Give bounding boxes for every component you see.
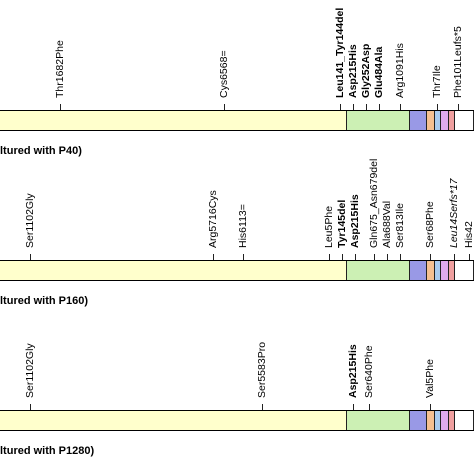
mutation-label: Ser813Ile [394,203,406,248]
genome-segment [455,261,474,280]
mutation-tick [369,404,370,410]
panel-1: Thr1682Phe Cys6568= Leu141_Tyr144del Asp215… [0,0,474,157]
mutation-tick [469,254,470,260]
genome-segment [455,411,474,430]
mutation-tick [329,254,330,260]
mutation-label: Asp215His [347,344,359,398]
mutation-label: Thr1682Phe [54,40,66,98]
mutation-label: Phe101Leufs*5 [452,26,464,98]
mutation-label: Ser640Phe [363,345,375,398]
mutation-tick [224,104,225,110]
genome-segment [449,261,455,280]
mutation-tick [458,104,459,110]
mutation-label: Asp215His [349,194,361,248]
genome-segment [0,411,347,430]
genome-segment [441,411,449,430]
genome-segment [455,111,474,130]
mutation-label: Ser1102Gly [24,343,36,398]
mutation-tick [342,254,343,260]
mutation-tick [355,254,356,260]
genome-segment [427,261,435,280]
panel-caption: ltured with P40) [0,145,82,157]
mutation-tick [353,404,354,410]
mutation-tick [400,254,401,260]
panel-3: Ser1102Gly Ser5583Pro Asp215His Ser640Phe Va… [0,300,474,457]
genome-segment [427,411,435,430]
genome-segment [0,261,347,280]
mutation-label: Arg5716Cys [207,190,219,248]
mutation-label: Arg1091His [394,43,406,98]
genome-segment [410,111,427,130]
genome-segment [441,261,449,280]
mutation-label: Ser1102Gly [24,193,36,248]
genome-bar [0,410,474,431]
mutation-tick [60,104,61,110]
mutation-tick [437,104,438,110]
genome-segment [435,411,441,430]
mutation-label: Val5Phe [424,359,436,398]
panel-caption: ltured with P160) [0,295,89,307]
mutation-label: Leu141_Tyr144del [334,7,346,98]
genome-segment [347,111,410,130]
mutation-label: Ala688Val [381,200,393,248]
mutation-tick [387,254,388,260]
mutation-tick [213,254,214,260]
genome-segment [410,411,427,430]
panel-caption: ltured with P1280) [0,445,95,457]
mutation-tick [353,104,354,110]
genome-segment [435,111,441,130]
mutation-label: Gly252Asp [360,43,372,98]
mutation-label: Glu484Ala [373,46,385,98]
genome-segment [441,111,449,130]
mutation-tick [430,254,431,260]
mutation-tick [30,404,31,410]
genome-segment [427,111,435,130]
mutation-tick [454,254,455,260]
mutation-label: Cys6568= [218,50,230,98]
mutation-label: Leu5Phe [323,205,335,248]
genome-segment [347,411,410,430]
mutation-label: Leu14Serfs*17 [448,178,460,248]
genome-segment [0,111,347,130]
mutation-label: Thr7Ile [431,65,443,98]
mutation-label: His6113= [237,204,249,248]
mutation-tick [243,254,244,260]
mutation-label: Ser5583Pro [256,341,268,398]
genome-bar [0,110,474,131]
mutation-tick [430,404,431,410]
mutation-label: Tyr145del [336,199,348,248]
genome-segment [347,261,410,280]
genome-bar [0,260,474,281]
mutation-tick [30,254,31,260]
genome-segment [435,261,441,280]
mutation-tick [262,404,263,410]
mutation-tick [379,104,380,110]
genome-segment [449,411,455,430]
mutation-label: His42 [463,221,474,248]
mutation-label: Ser68Phe [424,201,436,248]
mutation-label: Asp215His [347,44,359,98]
panel-2: Ser1102Gly Arg5716Cys His6113= Leu5Phe Tyr14… [0,150,474,307]
mutation-label: Gln675_Asn679del [368,158,380,248]
genome-segment [449,111,455,130]
mutation-tick [374,254,375,260]
mutation-tick [400,104,401,110]
genome-segment [410,261,427,280]
mutation-tick [366,104,367,110]
mutation-tick [340,104,341,110]
